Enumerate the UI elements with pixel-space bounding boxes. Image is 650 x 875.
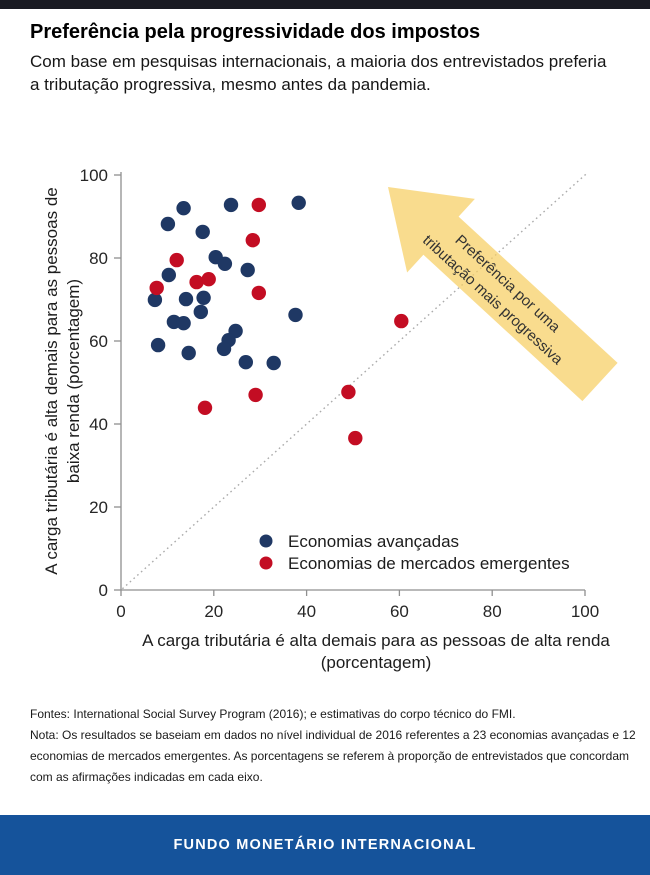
arrow-shape <box>388 187 618 402</box>
svg-text:80: 80 <box>89 249 108 268</box>
y-axis-title-line2: baixa renda (porcentagem) <box>64 279 83 483</box>
svg-text:60: 60 <box>390 602 409 621</box>
x-axis-title-line1: A carga tributária é alta demais para as… <box>142 631 610 650</box>
methodology-note: Nota: Os resultados se baseiam em dados … <box>30 728 636 785</box>
svg-text:60: 60 <box>89 332 108 351</box>
imf-brand-label: FUNDO MONETÁRIO INTERNACIONAL <box>173 837 477 853</box>
svg-text:80: 80 <box>483 602 502 621</box>
svg-text:20: 20 <box>204 602 223 621</box>
svg-text:Economias de mercados emergent: Economias de mercados emergentes <box>288 554 570 573</box>
chart-title: Preferência pela progressividade dos imp… <box>30 21 481 43</box>
svg-text:0: 0 <box>116 602 125 621</box>
plot-points-layer: Economias avançadas Economias de mercados… <box>147 195 570 573</box>
svg-text:40: 40 <box>89 415 108 434</box>
footnotes: Fontes: International Social Survey Prog… <box>30 704 636 788</box>
svg-text:40: 40 <box>297 602 316 621</box>
imf-brand-bar: FUNDO MONETÁRIO INTERNACIONAL <box>0 815 650 875</box>
progressive-tax-arrow: Preferência por uma tributação mais prog… <box>388 187 618 402</box>
x-axis-title-line2: (porcentagem) <box>321 653 432 672</box>
svg-text:100: 100 <box>80 166 108 185</box>
scatter-plot: 0 20 40 60 80 100 0 20 40 60 80 100 Preferência por… <box>42 166 618 672</box>
top-border-rule <box>0 0 650 9</box>
sources-note: Fontes: International Social Survey Prog… <box>30 707 516 721</box>
svg-text:Economias avançadas: Economias avançadas <box>288 532 459 551</box>
svg-text:0: 0 <box>99 581 108 600</box>
y-axis-title-line1: A carga tributária é alta demais para as… <box>42 187 61 574</box>
chart-subtitle: Com base em pesquisas internacionais, a … <box>30 52 607 95</box>
svg-text:100: 100 <box>571 602 599 621</box>
plot-axes-layer: 0 20 40 60 80 100 0 20 40 60 80 100 <box>80 166 600 621</box>
svg-text:20: 20 <box>89 498 108 517</box>
